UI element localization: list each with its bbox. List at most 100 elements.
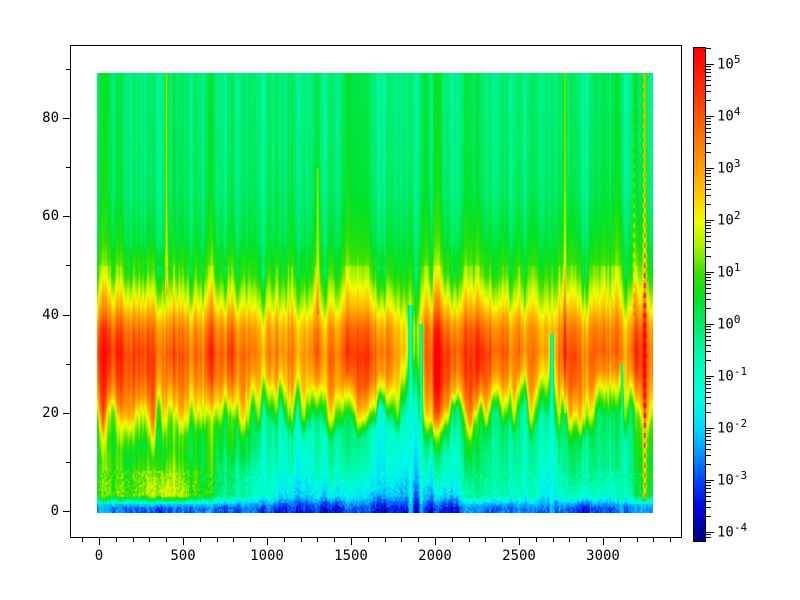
x-minor-tick xyxy=(367,538,369,542)
colorbar-minor-tick xyxy=(706,412,711,414)
colorbar-minor-tick xyxy=(706,443,711,445)
x-minor-tick xyxy=(166,538,168,542)
colorbar-minor-tick xyxy=(706,387,711,389)
colorbar-minor-tick xyxy=(706,351,711,353)
colorbar-minor-tick xyxy=(706,235,711,237)
colorbar-minor-tick xyxy=(706,127,711,129)
colorbar-minor-tick xyxy=(706,143,711,145)
y-major-tick xyxy=(63,118,70,119)
colorbar-tick-label: 10-4 xyxy=(717,521,748,541)
colorbar-minor-tick xyxy=(706,48,711,50)
colorbar-minor-tick xyxy=(706,91,711,93)
x-tick-label: 500 xyxy=(170,548,196,564)
x-minor-tick xyxy=(233,538,235,542)
colorbar-minor-tick xyxy=(706,384,711,386)
colorbar-major-tick xyxy=(706,116,714,117)
colorbar-minor-tick xyxy=(706,170,711,172)
colorbar-minor-tick xyxy=(706,332,711,334)
colorbar-minor-tick xyxy=(706,433,711,435)
x-minor-tick xyxy=(552,538,554,542)
y-tick-label: 80 xyxy=(42,110,59,126)
colorbar-tick-label: 104 xyxy=(717,105,741,125)
x-minor-tick xyxy=(636,538,638,542)
x-minor-tick xyxy=(619,538,621,542)
colorbar-major-tick xyxy=(706,64,714,65)
colorbar-minor-tick xyxy=(706,79,711,81)
colorbar-minor-tick xyxy=(706,360,711,362)
colorbar-minor-tick xyxy=(706,188,711,190)
x-minor-tick xyxy=(653,538,655,542)
y-major-tick xyxy=(63,314,70,316)
colorbar-minor-tick xyxy=(706,455,711,457)
colorbar-tick-label: 10-3 xyxy=(717,469,748,489)
colorbar-minor-tick xyxy=(706,121,711,123)
colorbar-minor-tick xyxy=(706,222,711,224)
colorbar xyxy=(693,47,706,542)
colorbar-minor-tick xyxy=(706,439,711,441)
x-tick-label: 2500 xyxy=(502,548,536,564)
x-tick-label: 2000 xyxy=(418,548,452,564)
colorbar-tick-label: 105 xyxy=(717,53,741,73)
x-minor-tick xyxy=(502,538,504,542)
x-minor-tick xyxy=(300,538,302,542)
colorbar-minor-tick xyxy=(706,464,711,466)
x-minor-tick xyxy=(317,538,319,542)
colorbar-minor-tick xyxy=(706,228,711,230)
colorbar-minor-tick xyxy=(706,326,711,328)
y-minor-tick xyxy=(66,265,70,267)
x-minor-tick xyxy=(451,538,453,542)
colorbar-minor-tick xyxy=(706,495,711,497)
x-minor-tick xyxy=(401,538,403,542)
colorbar-minor-tick xyxy=(706,280,711,282)
x-minor-tick xyxy=(485,538,487,542)
x-major-tick xyxy=(267,538,268,545)
colorbar-minor-tick xyxy=(706,173,711,175)
x-minor-tick xyxy=(149,538,151,542)
colorbar-minor-tick xyxy=(706,225,711,227)
colorbar-minor-tick xyxy=(706,430,711,432)
x-minor-tick xyxy=(216,538,218,542)
colorbar-minor-tick xyxy=(706,75,711,77)
x-minor-tick xyxy=(132,538,134,542)
colorbar-minor-tick xyxy=(706,534,711,536)
x-minor-tick xyxy=(418,538,420,542)
colorbar-minor-tick xyxy=(706,381,711,383)
colorbar-major-tick xyxy=(706,168,714,169)
y-major-tick xyxy=(63,511,70,512)
colorbar-minor-tick xyxy=(706,183,711,185)
colorbar-minor-tick xyxy=(706,118,711,120)
colorbar-minor-tick xyxy=(706,100,711,102)
colorbar-major-tick xyxy=(706,428,714,429)
x-major-tick xyxy=(603,538,604,545)
y-tick-label: 40 xyxy=(42,306,59,323)
colorbar-tick-label: 101 xyxy=(717,261,741,281)
colorbar-minor-tick xyxy=(706,488,711,490)
y-minor-tick xyxy=(66,68,70,70)
y-minor-tick xyxy=(66,461,70,463)
colorbar-minor-tick xyxy=(706,240,711,242)
y-major-tick xyxy=(63,412,70,414)
colorbar-minor-tick xyxy=(706,124,711,126)
colorbar-minor-tick xyxy=(706,500,711,502)
colorbar-minor-tick xyxy=(706,403,711,405)
x-minor-tick xyxy=(334,538,336,542)
x-tick-label: 1500 xyxy=(334,548,368,564)
colorbar-minor-tick xyxy=(706,277,711,279)
colorbar-minor-tick xyxy=(706,274,711,276)
colorbar-minor-tick xyxy=(706,537,711,539)
colorbar-minor-tick xyxy=(706,66,711,68)
x-major-tick xyxy=(99,538,100,545)
x-major-tick xyxy=(519,538,520,545)
colorbar-minor-tick xyxy=(706,329,711,331)
x-minor-tick xyxy=(468,538,470,542)
colorbar-minor-tick xyxy=(706,308,711,310)
colorbar-minor-tick xyxy=(706,448,711,450)
heatmap-canvas xyxy=(97,73,653,513)
colorbar-minor-tick xyxy=(706,335,711,337)
colorbar-major-tick xyxy=(706,272,714,273)
colorbar-minor-tick xyxy=(706,84,711,86)
x-tick-label: 0 xyxy=(94,548,104,564)
colorbar-tick-label: 100 xyxy=(717,313,741,333)
colorbar-major-tick xyxy=(706,480,714,481)
